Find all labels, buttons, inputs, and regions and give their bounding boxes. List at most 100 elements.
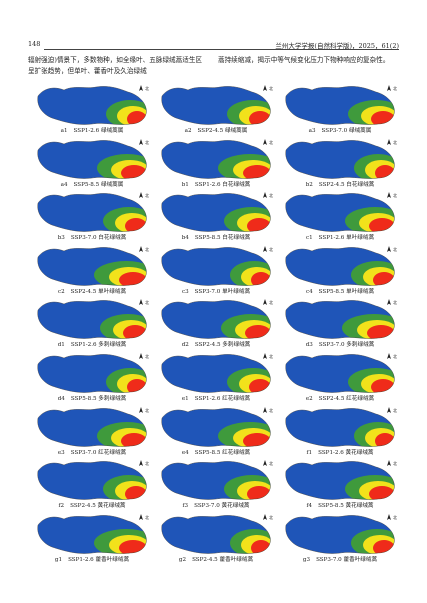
north-label: 北 bbox=[145, 299, 149, 305]
panel-caption-text: SSP1-2.6 黄花绿绒蒿 bbox=[318, 449, 374, 456]
panel-caption-text: SSP2-4.5 黄花绿绒蒿 bbox=[70, 503, 126, 510]
figure-panel-b2: 北 b2 SSP2-4.5 白花绿绒蒿 bbox=[278, 136, 402, 190]
north-arrow-icon bbox=[139, 406, 143, 413]
north-label: 北 bbox=[269, 85, 273, 91]
habitat-map: 北 bbox=[285, 406, 397, 447]
panel-label: b4 bbox=[181, 235, 189, 242]
habitat-map: 北 bbox=[285, 513, 397, 554]
panel-caption: d2 SSP2-4.5 多刺绿绒蒿 bbox=[154, 340, 278, 348]
north-label: 北 bbox=[393, 139, 397, 145]
figure-panel-f3: 北 f3 SSP3-7.0 黄花绿绒蒿 bbox=[154, 457, 278, 511]
habitat-map: 北 bbox=[37, 299, 149, 340]
figure-panel-c2: 北 c2 SSP2-4.5 单叶绿绒蒿 bbox=[30, 243, 154, 297]
habitat-map: 北 bbox=[161, 460, 273, 500]
north-arrow-icon bbox=[139, 245, 143, 252]
panel-caption-text: SSP5-8.5 多刺绿绒蒿 bbox=[70, 395, 127, 402]
north-label: 北 bbox=[393, 246, 397, 252]
north-arrow-icon bbox=[263, 245, 267, 252]
habitat-map: 北 bbox=[285, 192, 397, 232]
figure-panel-c3: 北 c3 SSP3-7.0 单叶绿绒蒿 bbox=[154, 243, 278, 297]
north-label: 北 bbox=[393, 514, 397, 520]
figure-panel-d3: 北 d3 SSP3-7.0 多刺绿绒蒿 bbox=[278, 296, 402, 350]
north-label: 北 bbox=[393, 299, 397, 305]
north-label: 北 bbox=[269, 407, 273, 413]
north-arrow-icon bbox=[263, 192, 267, 199]
north-label: 北 bbox=[393, 85, 397, 91]
figure-panel-f4: 北 f4 SSP5-8.5 黄花绿绒蒿 bbox=[278, 457, 402, 511]
habitat-map: 北 bbox=[285, 138, 397, 179]
panel-caption-text: SSP3-7.0 白花绿绒蒿 bbox=[70, 235, 127, 242]
habitat-map: 北 bbox=[285, 299, 397, 340]
north-label: 北 bbox=[145, 139, 149, 145]
panel-caption: g3 SSP3-7.0 藿香叶绿绒蒿 bbox=[278, 555, 402, 563]
panel-caption-text: SSP2-4.5 藿香叶绿绒蒿 bbox=[192, 556, 254, 563]
panel-caption: c1 SSP1-2.6 单叶绿绒蒿 bbox=[278, 233, 402, 241]
panel-label: c4 bbox=[305, 288, 313, 295]
north-arrow-icon bbox=[263, 138, 267, 145]
panel-caption: f2 SSP2-4.5 黄花绿绒蒿 bbox=[30, 501, 154, 509]
north-label: 北 bbox=[393, 407, 397, 413]
figure-panel-e4: 北 e4 SSP5-8.5 红花绿绒蒿 bbox=[154, 404, 278, 458]
habitat-map: 北 bbox=[161, 192, 273, 232]
habitat-map: 北 bbox=[161, 138, 273, 179]
north-arrow-icon bbox=[387, 245, 391, 252]
panel-caption: a1 SSP1-2.6 绿绒蒿属 bbox=[30, 126, 154, 134]
north-arrow-icon bbox=[263, 406, 267, 413]
habitat-map: 北 bbox=[161, 245, 273, 286]
figure-panel-c1: 北 c1 SSP1-2.6 单叶绿绒蒿 bbox=[278, 189, 402, 243]
figure-panel-d4: 北 d4 SSP5-8.5 多刺绿绒蒿 bbox=[30, 350, 154, 404]
panel-label: a1 bbox=[60, 128, 68, 134]
figure-panel-a4: 北 a4 SSP5-8.5 绿绒蒿属 bbox=[30, 136, 154, 190]
north-arrow-icon bbox=[139, 460, 143, 467]
north-arrow-icon bbox=[139, 352, 143, 359]
panel-label: f3 bbox=[182, 503, 189, 510]
north-label: 北 bbox=[269, 353, 273, 359]
panel-caption-text: SSP1-2.6 绿绒蒿属 bbox=[73, 128, 124, 134]
panel-caption: f4 SSP5-8.5 黄花绿绒蒿 bbox=[278, 501, 402, 509]
north-label: 北 bbox=[269, 139, 273, 145]
habitat-map: 北 bbox=[37, 460, 149, 500]
panel-label: c2 bbox=[57, 288, 65, 295]
panel-label: a3 bbox=[308, 128, 316, 134]
north-arrow-icon bbox=[387, 299, 391, 306]
panel-caption: d3 SSP3-7.0 多刺绿绒蒿 bbox=[278, 340, 402, 348]
north-arrow-icon bbox=[263, 85, 267, 91]
figure-panel-e2: 北 e2 SSP2-4.5 红花绿绒蒿 bbox=[278, 350, 402, 404]
figure-panel-a3: 北 a3 SSP3-7.0 绿绒蒿属 bbox=[278, 82, 402, 136]
panel-label: f4 bbox=[306, 503, 313, 510]
habitat-map: 北 bbox=[37, 352, 149, 393]
panel-label: b3 bbox=[57, 235, 65, 242]
north-arrow-icon bbox=[387, 192, 391, 199]
body-text-right: 蒿持续缩减，揭示中等气候变化压力下物种响应的复杂性。 bbox=[218, 56, 390, 64]
panel-caption-text: SSP3-7.0 绿绒蒿属 bbox=[321, 128, 372, 134]
panel-caption: a4 SSP5-8.5 绿绒蒿属 bbox=[30, 180, 154, 188]
header-rule bbox=[44, 49, 399, 50]
habitat-map: 北 bbox=[161, 352, 273, 393]
panel-caption: e2 SSP2-4.5 红花绿绒蒿 bbox=[278, 394, 402, 402]
north-arrow-icon bbox=[263, 460, 267, 467]
panel-caption-text: SSP3-7.0 单叶绿绒蒿 bbox=[194, 288, 251, 295]
panel-caption-text: SSP2-4.5 白花绿绒蒿 bbox=[318, 181, 375, 188]
panel-caption-text: SSP2-4.5 绿绒蒿属 bbox=[197, 128, 248, 134]
panel-caption-text: SSP5-8.5 红花绿绒蒿 bbox=[194, 449, 251, 456]
panel-label: e4 bbox=[181, 449, 189, 456]
habitat-map: 北 bbox=[37, 138, 149, 179]
panel-caption: b4 SSP5-8.5 白花绿绒蒿 bbox=[154, 233, 278, 241]
panel-label: d3 bbox=[305, 342, 313, 349]
panel-caption-text: SSP1-2.6 藿香叶绿绒蒿 bbox=[68, 556, 130, 563]
habitat-map: 北 bbox=[285, 460, 397, 500]
panel-caption-text: SSP1-2.6 单叶绿绒蒿 bbox=[318, 235, 375, 242]
north-arrow-icon bbox=[387, 138, 391, 145]
north-arrow-icon bbox=[263, 513, 267, 520]
habitat-map: 北 bbox=[161, 406, 273, 447]
figure-panel-e1: 北 e1 SSP1-2.6 红花绿绒蒿 bbox=[154, 350, 278, 404]
panel-caption: a2 SSP2-4.5 绿绒蒿属 bbox=[154, 126, 278, 134]
panel-caption-text: SSP5-8.5 黄花绿绒蒿 bbox=[318, 503, 374, 510]
habitat-map: 北 bbox=[161, 299, 273, 340]
north-label: 北 bbox=[393, 460, 397, 466]
panel-label: d4 bbox=[57, 395, 65, 402]
north-label: 北 bbox=[269, 514, 273, 520]
panel-caption-text: SSP3-7.0 红花绿绒蒿 bbox=[70, 449, 127, 456]
north-arrow-icon bbox=[139, 85, 143, 91]
figure-panel-g2: 北 g2 SSP2-4.5 藿香叶绿绒蒿 bbox=[154, 511, 278, 565]
